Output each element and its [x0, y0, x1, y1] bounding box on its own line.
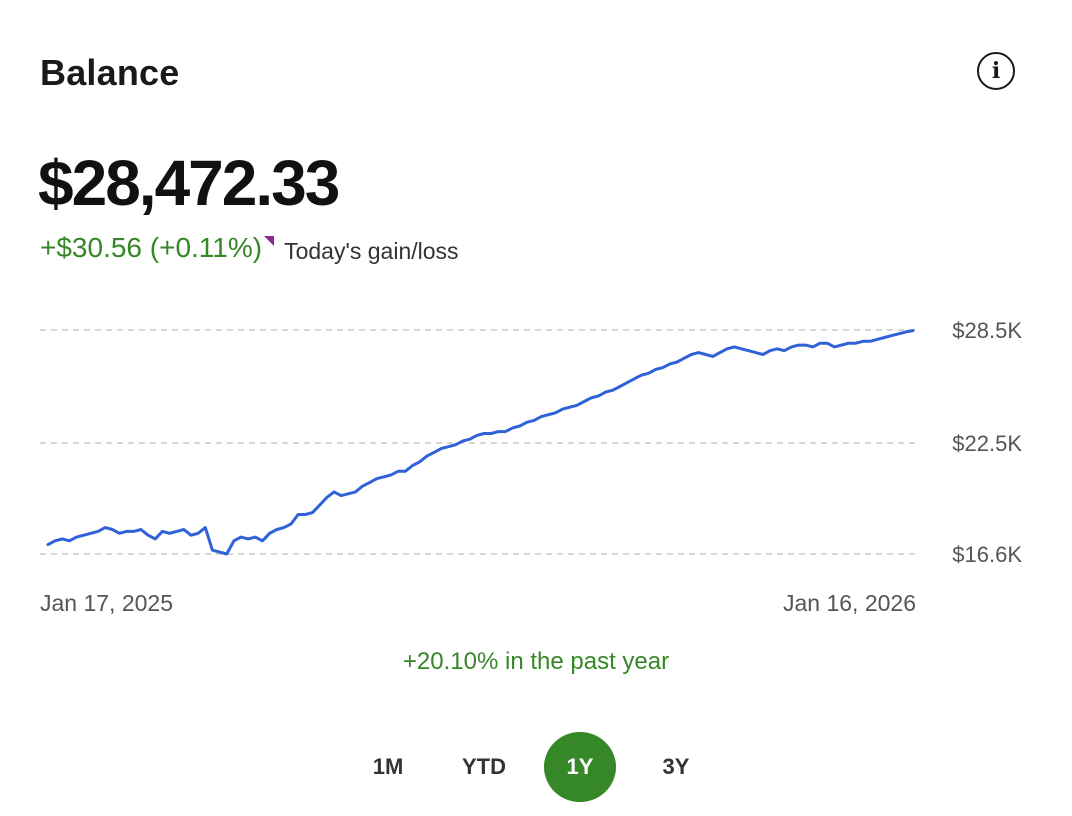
gain-row: +$30.56 (+0.11%) Today's gain/loss — [40, 232, 459, 265]
tab-ytd[interactable]: YTD — [462, 754, 506, 779]
today-gain-value: +$30.56 (+0.11%) — [40, 232, 263, 263]
page-title: Balance — [40, 52, 180, 93]
range-tabs: 1M YTD 1Y 3Y — [0, 732, 1072, 802]
tab-1m[interactable]: 1M — [372, 754, 404, 779]
tab-1y[interactable]: 1Y — [544, 732, 616, 802]
period-summary: +20.10% in the past year — [402, 648, 670, 675]
y-tick-label: $16.6K — [952, 542, 1022, 567]
y-tick-label: $22.5K — [952, 431, 1022, 456]
info-icon[interactable]: i — [977, 52, 1015, 90]
x-axis-start-label: Jan 17, 2025 — [40, 590, 174, 616]
y-tick-label: $28.5K — [952, 318, 1022, 343]
tab-3y[interactable]: 3Y — [662, 754, 690, 779]
today-gain-label: Today's gain/loss — [284, 238, 459, 264]
corner-flag-icon — [264, 236, 275, 246]
balance-chart: $28.5K $22.5K $16.6K — [40, 318, 1022, 567]
balance-amount: $28,472.33 — [38, 147, 340, 219]
x-axis-end-label: Jan 16, 2026 — [782, 590, 916, 616]
balance-series-line — [46, 329, 915, 556]
